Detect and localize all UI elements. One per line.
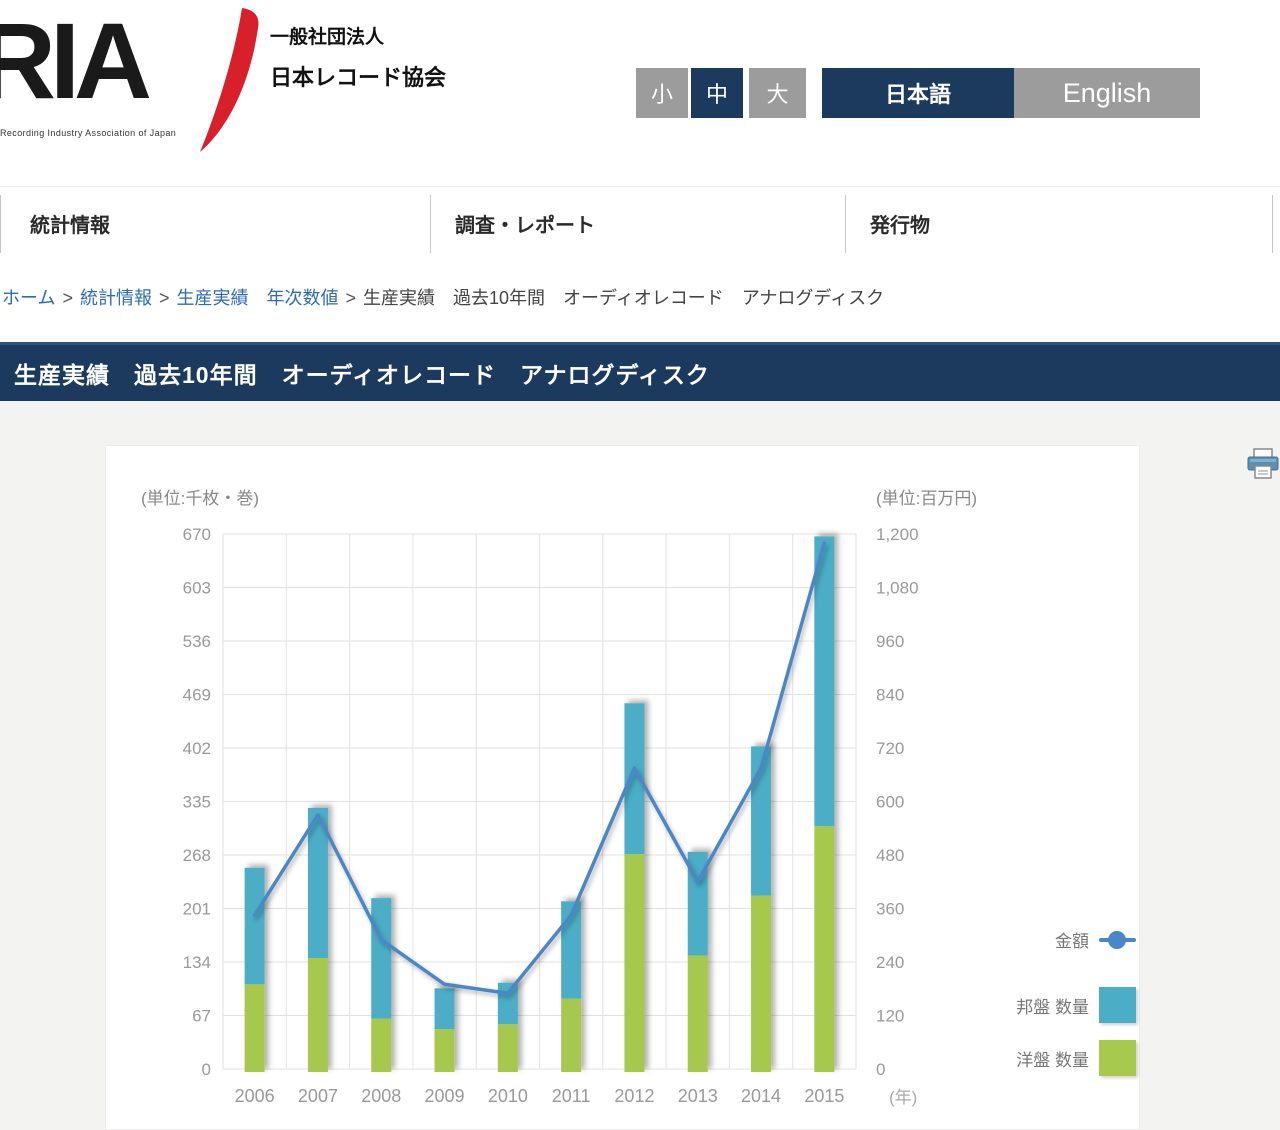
svg-text:840: 840 [876,686,904,705]
svg-text:480: 480 [876,846,904,865]
foreign-quantity-swatch-icon [1099,1040,1136,1076]
svg-text:2010: 2010 [488,1086,528,1106]
svg-text:1,200: 1,200 [876,525,919,544]
svg-text:603: 603 [183,579,211,598]
breadcrumb-link-statistics[interactable]: 統計情報 [79,288,152,308]
riaj-logo-red-swoosh-icon [196,6,270,161]
svg-text:2008: 2008 [361,1086,401,1106]
svg-text:0: 0 [876,1060,885,1079]
breadcrumb-current: 生産実績 過去10年間 オーディオレコード アナログディスク [363,288,885,308]
org-type-label: 一般社団法人 [270,27,385,48]
language-japanese-button[interactable]: 日本語 [822,68,1014,118]
page-title: 生産実績 過去10年間 オーディオレコード アナログディスク [14,362,710,388]
svg-text:268: 268 [183,846,211,865]
nav-separator [0,195,1,253]
print-button[interactable] [1246,448,1280,480]
breadcrumb-link-home[interactable]: ホーム [2,288,56,308]
breadcrumb: ホーム > 統計情報 > 生産実績 年次数値 > 生産実績 過去10年間 オーディオレコード… [0,284,1280,316]
legend-domestic-label: 邦盤 数量 [1016,997,1089,1017]
svg-text:2013: 2013 [678,1086,718,1106]
svg-text:600: 600 [876,793,904,812]
svg-text:335: 335 [183,793,211,812]
site-header: RIA Recording Industry Association of Ja… [0,0,1280,186]
page-title-bar: 生産実績 過去10年間 オーディオレコード アナログディスク [0,342,1280,401]
svg-text:(単位:百万円): (単位:百万円) [876,489,977,508]
svg-text:0: 0 [202,1060,211,1079]
content-area: (単位:千枚・巻) (単位:百万円) 0 67 134 201 268 335 402 469 53… [0,401,1280,1130]
svg-text:(年): (年) [889,1088,917,1107]
main-navigation: 統計情報 調査・レポート 発行物 [0,186,1280,262]
legend-amount-label: 金額 [1055,932,1089,951]
svg-text:469: 469 [183,686,211,705]
svg-text:201: 201 [183,900,211,919]
svg-text:134: 134 [183,953,211,972]
font-size-medium-button[interactable]: 中 [691,68,743,118]
svg-text:1,080: 1,080 [876,579,919,598]
legend-item-domestic-quantity: 邦盤 数量 [1016,987,1136,1023]
language-english-button[interactable]: English [1014,68,1200,118]
chart-card: (単位:千枚・巻) (単位:百万円) 0 67 134 201 268 335 402 469 53… [105,445,1140,1130]
printer-icon [1247,448,1279,479]
svg-text:240: 240 [876,953,904,972]
nav-separator [430,195,431,253]
legend-item-amount: 金額 [1055,927,1136,952]
svg-text:2007: 2007 [298,1086,338,1106]
breadcrumb-link-annual-figures[interactable]: 生産実績 年次数値 [176,288,339,308]
svg-text:536: 536 [183,632,211,651]
breadcrumb-separator: > [345,288,357,308]
org-name-label: 日本レコード協会 [270,65,447,90]
breadcrumb-separator: > [62,288,73,308]
breadcrumb-separator: > [158,288,170,308]
svg-text:360: 360 [876,900,904,919]
nav-item-publications[interactable]: 発行物 [870,215,930,237]
svg-text:670: 670 [183,525,211,544]
nav-item-statistics[interactable]: 統計情報 [30,215,110,237]
svg-text:2012: 2012 [614,1086,654,1106]
domestic-quantity-swatch-icon [1099,987,1136,1023]
nav-separator [845,195,846,253]
legend-foreign-label: 洋盤 数量 [1016,1050,1089,1070]
svg-text:2014: 2014 [741,1086,781,1106]
nav-item-reports[interactable]: 調査・レポート [455,215,595,237]
svg-text:2015: 2015 [804,1086,844,1106]
svg-text:960: 960 [876,632,904,651]
svg-text:2006: 2006 [235,1086,275,1106]
amount-line-marker-icon [1099,930,1136,949]
legend-item-foreign-quantity: 洋盤 数量 [1016,1040,1136,1076]
production-chart: (単位:千枚・巻) (単位:百万円) 0 67 134 201 268 335 402 469 53… [141,489,977,1107]
svg-text:(単位:千枚・巻): (単位:千枚・巻) [141,489,259,508]
svg-text:2009: 2009 [425,1086,465,1106]
organization-name: 一般社団法人 日本レコード協会 [270,22,446,92]
svg-text:120: 120 [876,1007,904,1026]
svg-text:402: 402 [183,739,211,758]
svg-text:720: 720 [876,739,904,758]
font-size-small-button[interactable]: 小 [636,68,688,118]
logo-tagline: Recording Industry Association of Japan [0,128,177,138]
font-size-large-button[interactable]: 大 [749,68,806,118]
nav-separator [1272,195,1273,253]
riaj-logo[interactable]: RIA [0,0,152,121]
svg-text:67: 67 [192,1007,211,1026]
svg-text:2011: 2011 [552,1086,591,1106]
